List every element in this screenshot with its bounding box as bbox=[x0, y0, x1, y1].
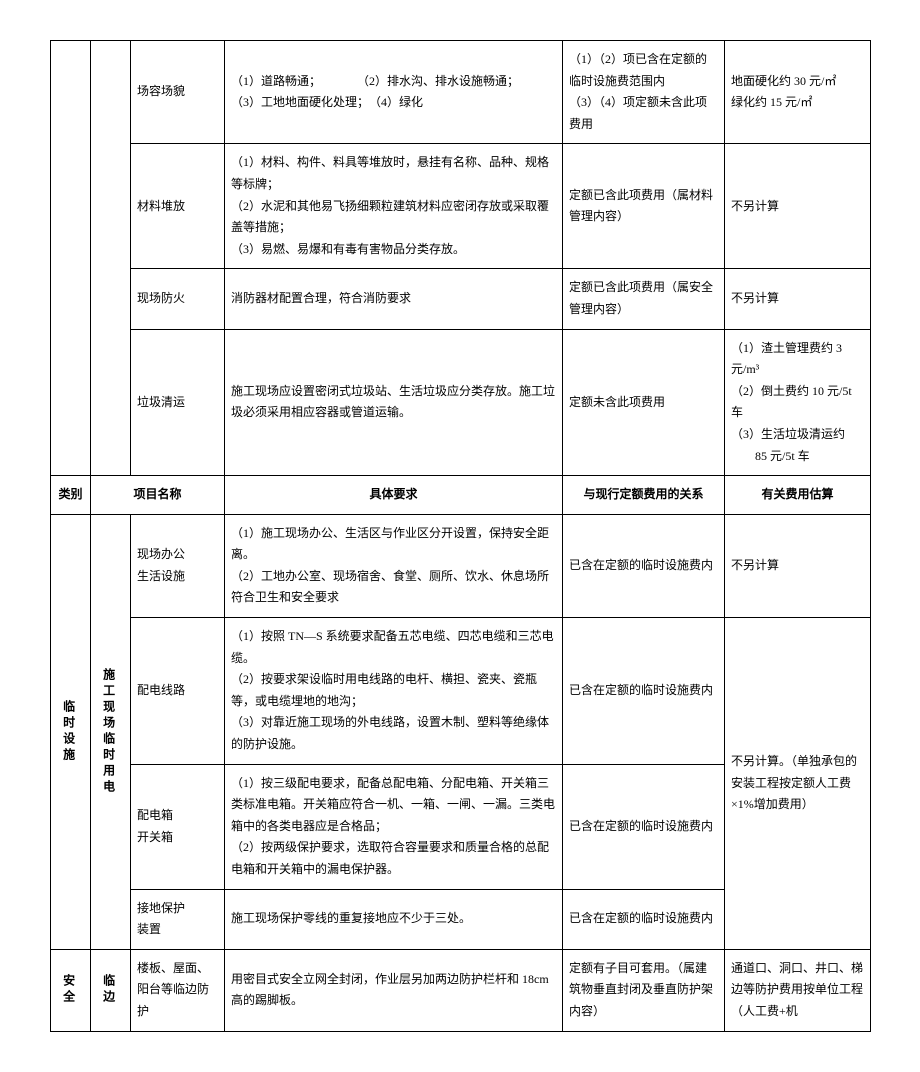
rel-cell: 已含在定额的临时设施费内 bbox=[563, 618, 725, 765]
est-cell: （1）渣土管理费约 3 元/m³（2）倒土费约 10 元/5t 车（3）生活垃圾… bbox=[725, 329, 871, 476]
est-cell: 地面硬化约 30 元/㎡绿化约 15 元/㎡ bbox=[725, 41, 871, 144]
est-cell-merged: 不另计算。（单独承包的安装工程按定额人工费×1%增加费用） bbox=[725, 618, 871, 950]
header-row: 类别 项目名称 具体要求 与现行定额费用的关系 有关费用估算 bbox=[51, 476, 871, 515]
req-cell: 施工现场保护零线的重复接地应不少于三处。 bbox=[225, 889, 563, 949]
sub-cell: 施工现场临时用电 bbox=[91, 514, 131, 949]
table-row: 配电线路 （1）按照 TN—S 系统要求配备五芯电缆、四芯电缆和三芯电缆。（2）… bbox=[51, 618, 871, 765]
proj-name: 配电线路 bbox=[131, 618, 225, 765]
spec-table: 场容场貌 （1）道路畅通； （2）排水沟、排水设施畅通；（3）工地地面硬化处理；… bbox=[50, 40, 871, 1032]
sub-cell-empty bbox=[91, 41, 131, 476]
header-relation: 与现行定额费用的关系 bbox=[563, 476, 725, 515]
proj-name: 配电箱开关箱 bbox=[131, 764, 225, 889]
est-cell: 不另计算 bbox=[725, 144, 871, 269]
header-estimate: 有关费用估算 bbox=[725, 476, 871, 515]
rel-cell: 定额未含此项费用 bbox=[563, 329, 725, 476]
rel-cell: 定额已含此项费用（属安全管理内容） bbox=[563, 269, 725, 329]
proj-name: 垃圾清运 bbox=[131, 329, 225, 476]
table-row: 安全 临边 楼板、屋面、阳台等临边防护 用密目式安全立网全封闭，作业层另加两边防… bbox=[51, 949, 871, 1031]
proj-name: 现场办公生活设施 bbox=[131, 514, 225, 617]
proj-name: 材料堆放 bbox=[131, 144, 225, 269]
sub-cell: 临边 bbox=[91, 949, 131, 1031]
req-cell: （1）道路畅通； （2）排水沟、排水设施畅通；（3）工地地面硬化处理； （4）绿… bbox=[225, 41, 563, 144]
req-cell: 施工现场应设置密闭式垃圾站、生活垃圾应分类存放。施工垃圾必须采用相应容器或管道运… bbox=[225, 329, 563, 476]
req-cell: （1）按三级配电要求，配备总配电箱、分配电箱、开关箱三类标准电箱。开关箱应符合一… bbox=[225, 764, 563, 889]
cat-cell: 安全 bbox=[51, 949, 91, 1031]
table-row: 场容场貌 （1）道路畅通； （2）排水沟、排水设施畅通；（3）工地地面硬化处理；… bbox=[51, 41, 871, 144]
est-cell: 通道口、洞口、井口、梯边等防护费用按单位工程（人工费+机 bbox=[725, 949, 871, 1031]
cat-cell: 临时设施 bbox=[51, 514, 91, 949]
proj-name: 现场防火 bbox=[131, 269, 225, 329]
est-cell: 不另计算 bbox=[725, 269, 871, 329]
table-row: 材料堆放 （1）材料、构件、料具等堆放时，悬挂有名称、品种、规格等标牌；（2）水… bbox=[51, 144, 871, 269]
req-cell: 消防器材配置合理，符合消防要求 bbox=[225, 269, 563, 329]
rel-cell: 已含在定额的临时设施费内 bbox=[563, 514, 725, 617]
req-cell: 用密目式安全立网全封闭，作业层另加两边防护栏杆和 18cm高的踢脚板。 bbox=[225, 949, 563, 1031]
est-cell: 不另计算 bbox=[725, 514, 871, 617]
rel-cell: 定额已含此项费用（属材料管理内容） bbox=[563, 144, 725, 269]
table-row: 临时设施 施工现场临时用电 现场办公生活设施 （1）施工现场办公、生活区与作业区… bbox=[51, 514, 871, 617]
table-row: 垃圾清运 施工现场应设置密闭式垃圾站、生活垃圾应分类存放。施工垃圾必须采用相应容… bbox=[51, 329, 871, 476]
header-category: 类别 bbox=[51, 476, 91, 515]
rel-cell: 已含在定额的临时设施费内 bbox=[563, 889, 725, 949]
req-cell: （1）材料、构件、料具等堆放时，悬挂有名称、品种、规格等标牌；（2）水泥和其他易… bbox=[225, 144, 563, 269]
req-cell: （1）施工现场办公、生活区与作业区分开设置，保持安全距离。（2）工地办公室、现场… bbox=[225, 514, 563, 617]
proj-name: 场容场貌 bbox=[131, 41, 225, 144]
proj-name: 接地保护装置 bbox=[131, 889, 225, 949]
sub-label: 临边 bbox=[97, 974, 119, 1006]
cat-cell-empty bbox=[51, 41, 91, 476]
rel-cell: （1）（2）项已含在定额的临时设施费范围内（3）（4）项定额未含此项费用 bbox=[563, 41, 725, 144]
cat-label: 临时设施 bbox=[57, 700, 79, 764]
header-requirements: 具体要求 bbox=[225, 476, 563, 515]
header-project-name: 项目名称 bbox=[91, 476, 225, 515]
rel-cell: 已含在定额的临时设施费内 bbox=[563, 764, 725, 889]
proj-name: 楼板、屋面、阳台等临边防护 bbox=[131, 949, 225, 1031]
cat-label: 安全 bbox=[57, 974, 79, 1006]
table-row: 现场防火 消防器材配置合理，符合消防要求 定额已含此项费用（属安全管理内容） 不… bbox=[51, 269, 871, 329]
req-cell: （1）按照 TN—S 系统要求配备五芯电缆、四芯电缆和三芯电缆。（2）按要求架设… bbox=[225, 618, 563, 765]
rel-cell: 定额有子目可套用。（属建筑物垂直封闭及垂直防护架内容） bbox=[563, 949, 725, 1031]
sub-label: 施工现场临时用电 bbox=[97, 668, 119, 796]
